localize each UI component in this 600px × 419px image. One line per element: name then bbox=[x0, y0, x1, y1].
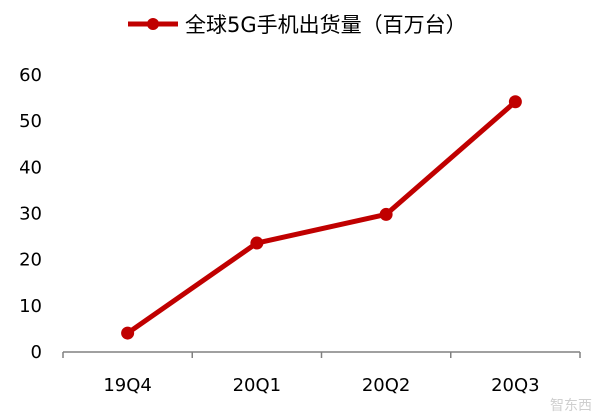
legend: 全球5G手机出货量（百万台） bbox=[128, 13, 467, 37]
series-line bbox=[126, 99, 518, 336]
watermark: 智东西 bbox=[550, 398, 592, 414]
y-tick-label: 10 bbox=[19, 296, 42, 317]
y-tick-label: 30 bbox=[19, 204, 42, 225]
y-tick-label: 50 bbox=[19, 111, 42, 132]
y-tick-label: 40 bbox=[19, 157, 42, 178]
y-tick-label: 60 bbox=[19, 65, 42, 86]
series-points bbox=[121, 95, 522, 340]
x-tick-label: 20Q3 bbox=[491, 375, 540, 396]
data-point bbox=[379, 207, 393, 221]
data-point bbox=[250, 236, 264, 250]
y-tick-label: 20 bbox=[19, 250, 42, 271]
data-point bbox=[121, 326, 135, 340]
y-tick-label: 0 bbox=[31, 342, 42, 363]
data-point bbox=[508, 95, 522, 109]
legend-label: 全球5G手机出货量（百万台） bbox=[185, 13, 467, 37]
y-tick-labels: 0 10 20 30 40 50 60 bbox=[19, 65, 42, 363]
legend-marker-swatch bbox=[147, 18, 159, 30]
x-tick-label: 20Q1 bbox=[233, 375, 282, 396]
x-tick-labels: 19Q4 20Q1 20Q2 20Q3 bbox=[103, 375, 539, 396]
x-tick-label: 19Q4 bbox=[103, 375, 152, 396]
x-tick-label: 20Q2 bbox=[362, 375, 411, 396]
x-ticks bbox=[62, 352, 581, 358]
